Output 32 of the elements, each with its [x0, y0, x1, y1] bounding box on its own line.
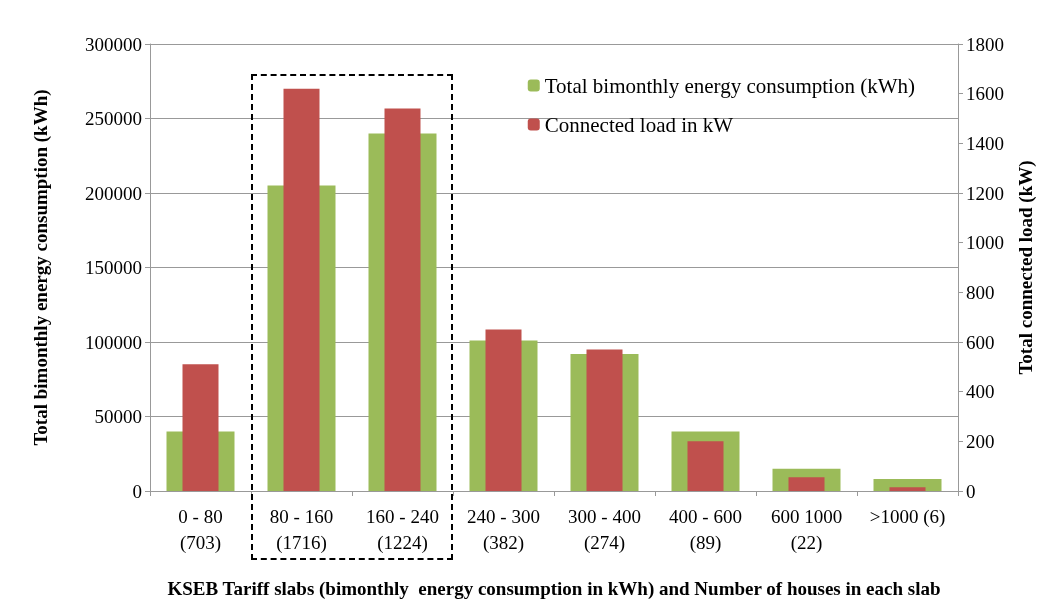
legend-label: Total bimonthly energy consumption (kWh) — [544, 73, 916, 98]
y2-axis-title: Total connected load (kW) — [1015, 160, 1037, 375]
bar — [788, 477, 825, 491]
y-tick-label: 300000 — [85, 33, 142, 55]
x-tick-label: >1000 (6) — [869, 505, 946, 528]
x-tick-label: 0 - 80 (703) — [178, 505, 223, 554]
bar — [889, 487, 926, 491]
y-tick-label: 150000 — [85, 257, 142, 278]
x-tick-label: 400 - 600 (89) — [669, 505, 742, 554]
legend-label: Connected load in kW — [544, 112, 734, 137]
y2-tick-label: 1800 — [966, 33, 1004, 55]
x-tick-label: 160 - 240 (1224) — [366, 505, 439, 554]
y2-tick-label: 400 — [966, 381, 995, 403]
y-axis-title: Total bimonthly energy consumption (kWh) — [30, 89, 52, 446]
y2-tick-label: 0 — [966, 480, 976, 502]
y-tick-label: 50000 — [94, 406, 142, 427]
y2-tick-label: 1000 — [966, 232, 1004, 254]
x-axis-title: KSEB Tariff slabs (bimonthly energy consumption in kWh) and Number of houses in each slab — [167, 578, 941, 600]
y2-tick-label: 800 — [966, 281, 995, 303]
x-tick-label: 80 - 160 (1716) — [269, 505, 334, 554]
y2-tick-label: 200 — [966, 430, 995, 452]
y-tick-label: 100000 — [85, 331, 142, 353]
x-tick-label: 600 1000 (22) — [770, 505, 843, 554]
y2-tick-label: 1200 — [966, 182, 1004, 204]
y-tick-label: 200000 — [85, 182, 142, 204]
y2-tick-label: 1600 — [966, 83, 1004, 105]
x-tick-label: 240 - 300 (382) — [467, 505, 540, 554]
y2-tick-label: 600 — [966, 331, 995, 353]
y-tick-label: 250000 — [85, 108, 142, 129]
y2-tick-label: 1400 — [966, 132, 1004, 154]
x-tick-label: 300 - 400 (274) — [568, 505, 641, 554]
y-tick-label: 0 — [132, 480, 142, 502]
